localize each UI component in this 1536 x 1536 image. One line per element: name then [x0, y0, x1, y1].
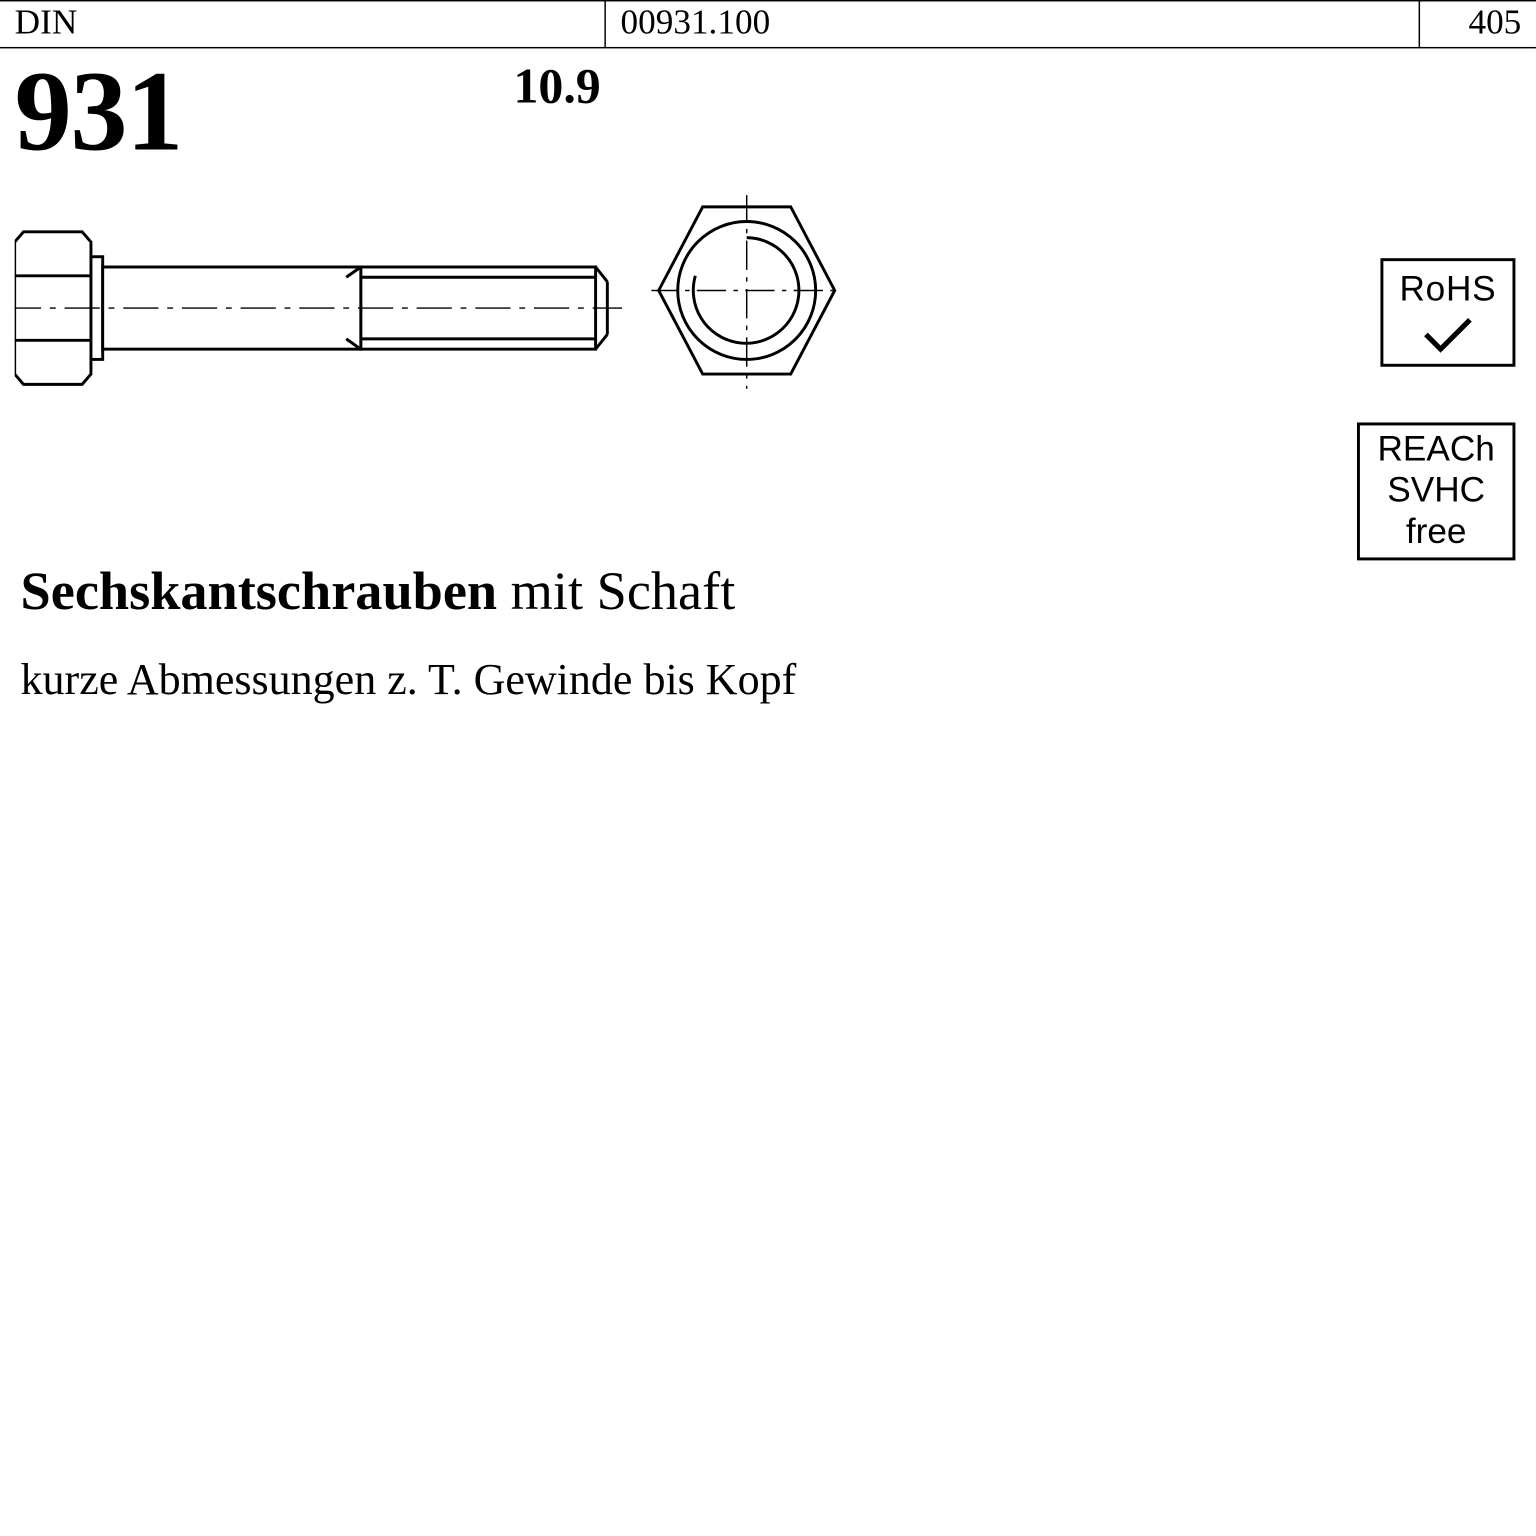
product-subtitle: kurze Abmessungen z. T. Gewinde bis Kopf	[21, 656, 797, 706]
rohs-badge: RoHS	[1380, 258, 1515, 367]
hex-head-front-icon	[651, 195, 842, 400]
product-title-rest: mit Schaft	[497, 562, 735, 622]
reach-line2: SVHC	[1387, 471, 1485, 513]
reach-line1: REACh	[1377, 429, 1494, 471]
product-title: Sechskantschrauben mit Schaft	[21, 560, 797, 623]
technical-drawing-area	[0, 169, 1536, 462]
header-row: DIN 00931.100 405	[0, 0, 1536, 48]
rohs-label: RoHS	[1383, 270, 1512, 311]
product-title-bold: Sechskantschrauben	[21, 562, 498, 622]
header-article-code: 00931.100	[606, 1, 1420, 46]
header-standard-label: DIN	[0, 1, 606, 46]
title-block: Sechskantschrauben mit Schaft kurze Abme…	[21, 560, 797, 705]
datasheet-page: DIN 00931.100 405 931 10.9	[0, 0, 1536, 1203]
reach-line3: free	[1406, 512, 1467, 554]
checkmark-icon	[1420, 314, 1476, 355]
header-page-number: 405	[1420, 1, 1536, 46]
spec-row: 931 10.9	[0, 48, 1536, 168]
strength-grade: 10.9	[513, 63, 600, 113]
reach-badge: REACh SVHC free	[1357, 422, 1515, 560]
bolt-side-view-icon	[15, 213, 631, 404]
standard-number: 931	[15, 54, 182, 168]
